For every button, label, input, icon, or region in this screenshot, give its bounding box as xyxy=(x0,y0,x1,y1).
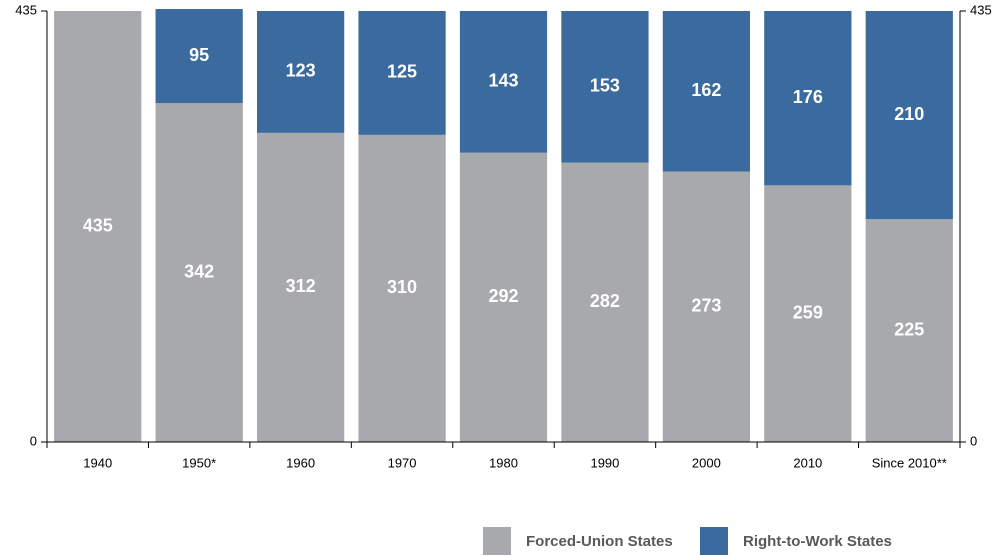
bar-segment xyxy=(865,219,953,442)
data-label: 273 xyxy=(691,296,721,316)
data-label: 153 xyxy=(590,76,620,96)
data-label: 162 xyxy=(691,80,721,100)
data-label: 210 xyxy=(894,104,924,124)
data-label: 342 xyxy=(184,261,214,281)
x-tick-label: 2000 xyxy=(692,455,721,470)
bar-segment xyxy=(764,11,852,186)
y2-tick-label: 435 xyxy=(970,2,992,17)
bar-segment xyxy=(561,11,649,163)
x-tick-label: Since 2010** xyxy=(872,455,947,470)
legend-swatch xyxy=(483,527,511,555)
legend-swatch xyxy=(700,527,728,555)
data-label: 282 xyxy=(590,291,620,311)
bar-segment xyxy=(561,162,649,442)
bar-segment xyxy=(358,11,446,135)
bar-segment xyxy=(865,11,953,220)
y-tick-label: 0 xyxy=(30,433,37,448)
y-tick-label: 435 xyxy=(15,2,37,17)
data-label: 123 xyxy=(286,61,316,81)
data-label: 435 xyxy=(83,215,113,235)
legend-label: Forced-Union States xyxy=(526,533,673,550)
y2-tick-label: 0 xyxy=(970,433,977,448)
legend-label: Right-to-Work States xyxy=(743,533,892,550)
bar-segment xyxy=(155,103,243,442)
bar-segment xyxy=(662,171,751,442)
x-tick-label: 1960 xyxy=(286,455,315,470)
data-label: 312 xyxy=(286,276,316,296)
bar-segment xyxy=(662,11,751,172)
bar-segment xyxy=(256,11,345,133)
bar-segment xyxy=(358,134,446,442)
bar-segment xyxy=(764,185,852,443)
bar-segment xyxy=(256,132,345,443)
data-label: 95 xyxy=(189,45,209,65)
data-label: 259 xyxy=(793,302,823,322)
data-label: 310 xyxy=(387,277,417,297)
x-tick-label: 1970 xyxy=(388,455,417,470)
data-label: 143 xyxy=(488,71,518,91)
data-label: 292 xyxy=(488,286,518,306)
bar-segment xyxy=(54,11,142,442)
data-label: 225 xyxy=(894,319,924,339)
data-label: 176 xyxy=(793,87,823,107)
bar-segment xyxy=(459,152,548,442)
x-tick-label: 1990 xyxy=(590,455,619,470)
x-tick-label: 1940 xyxy=(83,455,112,470)
x-tick-label: 1980 xyxy=(489,455,518,470)
data-label: 125 xyxy=(387,62,417,82)
bar-segment xyxy=(459,11,548,153)
x-tick-label: 1950* xyxy=(182,455,216,470)
x-tick-label: 2010 xyxy=(793,455,822,470)
bar-segment xyxy=(155,9,243,104)
